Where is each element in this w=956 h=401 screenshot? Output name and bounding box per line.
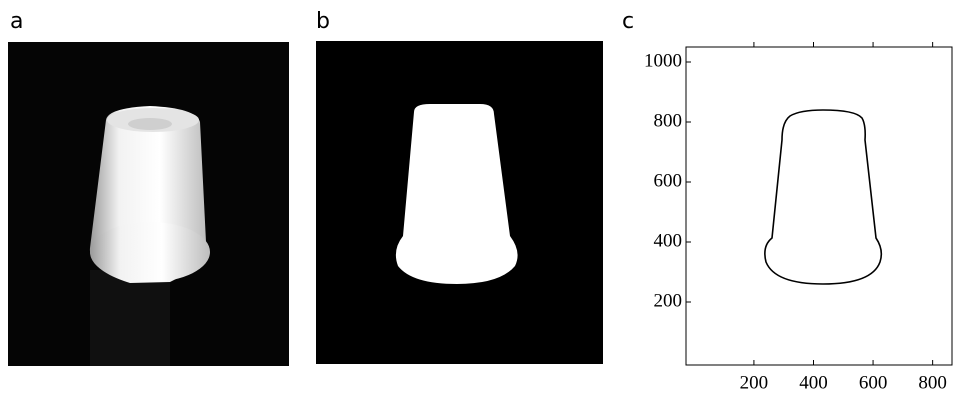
y-tick-label: 1000: [644, 50, 682, 71]
y-tick-label: 400: [654, 230, 683, 251]
photo: [8, 42, 289, 366]
panel-label: a: [10, 9, 23, 34]
x-tick-label: 200: [740, 372, 769, 393]
x-tick-label: 800: [918, 372, 947, 393]
y-tick-label: 800: [654, 110, 683, 131]
panel-label: c: [622, 9, 634, 34]
mask-image: [316, 41, 603, 364]
x-tick-label: 600: [859, 372, 888, 393]
plot-frame: [686, 47, 952, 365]
y-tick-label: 200: [654, 290, 683, 311]
y-tick-label: 600: [654, 170, 683, 191]
figure: a b c 200 400 600 800 200 400 600 800 1000: [0, 0, 956, 401]
x-tick-label: 400: [799, 372, 828, 393]
panel-label: b: [316, 9, 330, 34]
